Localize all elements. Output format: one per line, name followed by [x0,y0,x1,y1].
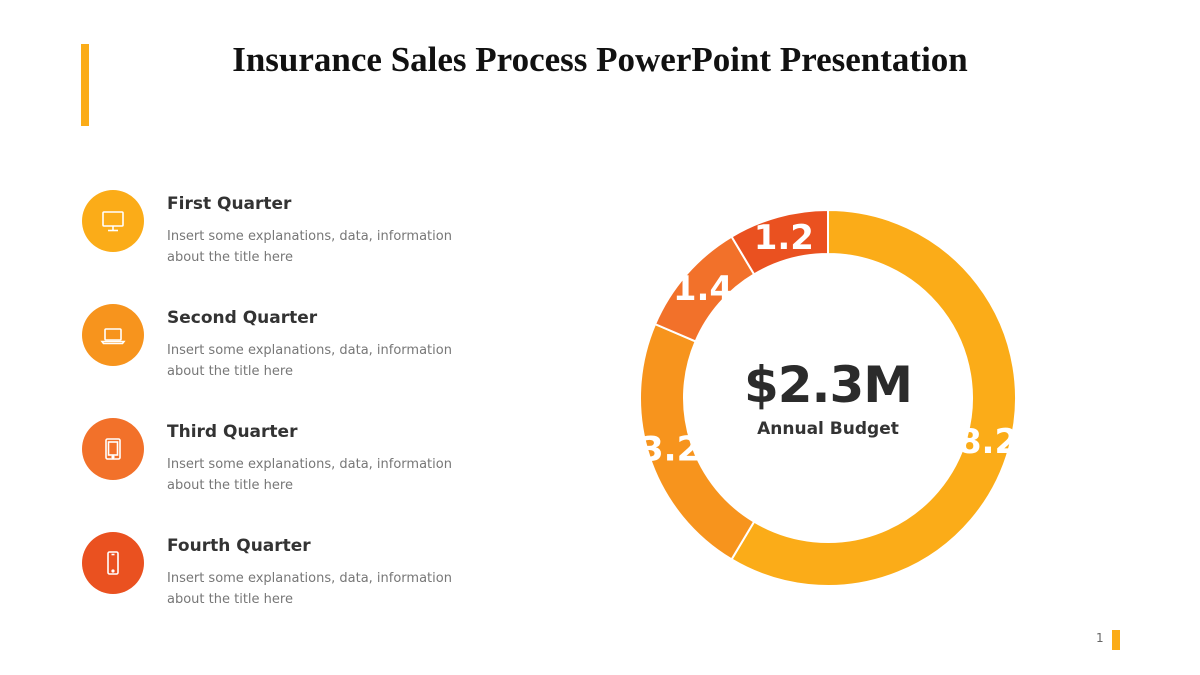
center-value: $2.3M [743,356,913,414]
quarter-item-second: Second Quarter Insert some explanations,… [82,304,502,394]
laptop-icon [82,304,144,366]
quarter-item-third: Third Quarter Insert some explanations, … [82,418,502,508]
tablet-icon [82,418,144,480]
donut-slice-4 [730,208,829,276]
item-description: Insert some explanations, data, informat… [167,343,452,379]
slide-title: Insurance Sales Process PowerPoint Prese… [232,40,968,79]
item-heading: Second Quarter [167,308,318,328]
budget-donut-chart: 8.2 3.2 1.4 1.2 $2.3M Annual Budget [616,186,1040,610]
page-accent-bar [1112,630,1120,650]
donut-data-label-1: 8.2 [958,422,1018,462]
donut-data-label-4: 1.2 [754,218,814,258]
donut-slice-1 [730,208,1017,587]
page-number: 1 [1096,631,1104,645]
donut-data-label-3: 1.4 [673,269,733,309]
monitor-icon [82,190,144,252]
item-description: Insert some explanations, data, informat… [167,571,452,607]
item-description: Insert some explanations, data, informat… [167,229,452,265]
item-heading: Fourth Quarter [167,536,311,556]
center-label: Annual Budget [757,419,899,439]
item-heading: First Quarter [167,194,292,214]
donut-chart-svg: 8.2 3.2 1.4 1.2 [639,208,1018,587]
smartphone-icon [82,532,144,594]
item-description: Insert some explanations, data, informat… [167,457,452,493]
item-heading: Third Quarter [167,422,298,442]
title-accent-bar [81,44,89,126]
quarter-item-fourth: Fourth Quarter Insert some explanations,… [82,532,502,622]
donut-data-label-2: 3.2 [640,429,700,469]
quarter-item-first: First Quarter Insert some explanations, … [82,190,502,280]
